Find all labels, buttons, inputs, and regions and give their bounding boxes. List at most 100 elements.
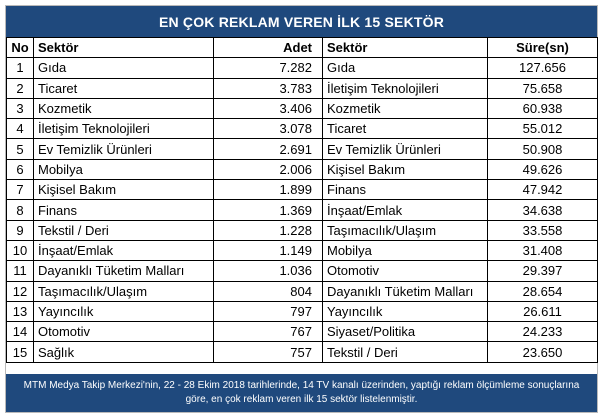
row-duration: 49.626 bbox=[487, 158, 598, 181]
table-row: 5 Ev Temizlik Ürünleri 2.691 Ev Temizlik Ür… bbox=[6, 138, 598, 160]
row-duration: 34.638 bbox=[487, 199, 598, 221]
table-row: 12 Taşımacılık/Ulaşım 804 Dayanıklı Tüketim… bbox=[6, 280, 598, 302]
row-sector-by-duration: Mobilya bbox=[322, 239, 488, 262]
row-count: 1.036 bbox=[213, 260, 323, 282]
row-number: 12 bbox=[6, 280, 34, 302]
row-count: 804 bbox=[213, 280, 323, 302]
row-number: 15 bbox=[6, 341, 34, 363]
column-header-duration: Süre(sn) bbox=[487, 36, 598, 59]
table-row: 9 Tekstil / Deri 1.228 Taşımacılık/Ulaşım 33… bbox=[6, 219, 598, 241]
row-count: 1.369 bbox=[213, 199, 323, 221]
table-row: 14 Otomotiv 767 Siyaset/Politika 24.233 bbox=[6, 321, 598, 343]
row-sector-by-count: Otomotiv bbox=[33, 321, 214, 343]
row-sector-by-count: Ticaret bbox=[33, 77, 214, 99]
table-row: 6 Mobilya 2.006 Kişisel Bakım 49.626 bbox=[6, 158, 598, 181]
row-number: 4 bbox=[6, 118, 34, 140]
row-duration: 75.658 bbox=[487, 77, 598, 99]
row-sector-by-count: Yayıncılık bbox=[33, 300, 214, 323]
row-count: 3.783 bbox=[213, 77, 323, 99]
table-row: 7 Kişisel Bakım 1.899 Finans 47.942 bbox=[6, 179, 598, 201]
table-row: 2 Ticaret 3.783 İletişim Teknolojileri 75.65… bbox=[6, 77, 598, 99]
row-duration: 60.938 bbox=[487, 97, 598, 120]
row-number: 8 bbox=[6, 199, 34, 221]
row-sector-by-duration: Kozmetik bbox=[322, 97, 488, 120]
row-sector-by-count: Dayanıklı Tüketim Malları bbox=[33, 260, 214, 282]
header-row: No Sektör Adet Sektör Süre(sn) bbox=[6, 36, 598, 59]
table-row: 4 İletişim Teknolojileri 3.078 Ticaret 55.01… bbox=[6, 118, 598, 140]
row-count: 2.691 bbox=[213, 138, 323, 160]
row-sector-by-count: İletişim Teknolojileri bbox=[33, 118, 214, 140]
row-sector-by-duration: Taşımacılık/Ulaşım bbox=[322, 219, 488, 241]
table-row: 11 Dayanıklı Tüketim Malları 1.036 Otomotiv… bbox=[6, 260, 598, 282]
table-row: 8 Finans 1.369 İnşaat/Emlak 34.638 bbox=[6, 199, 598, 221]
sector-table: No Sektör Adet Sektör Süre(sn) 1 Gıda 7.28… bbox=[6, 36, 598, 363]
table-row: 15 Sağlık 757 Tekstil / Deri 23.650 bbox=[6, 341, 598, 363]
row-number: 11 bbox=[6, 260, 34, 282]
row-number: 2 bbox=[6, 77, 34, 99]
row-sector-by-count: İnşaat/Emlak bbox=[33, 239, 214, 262]
row-sector-by-duration: İnşaat/Emlak bbox=[322, 199, 488, 221]
row-count: 1.228 bbox=[213, 219, 323, 241]
row-sector-by-count: Sağlık bbox=[33, 341, 214, 363]
column-header-no: No bbox=[6, 36, 34, 59]
row-duration: 33.558 bbox=[487, 219, 598, 241]
row-sector-by-count: Tekstil / Deri bbox=[33, 219, 214, 241]
row-count: 3.078 bbox=[213, 118, 323, 140]
row-duration: 26.611 bbox=[487, 300, 598, 323]
table-row: 13 Yayıncılık 797 Yayıncılık 26.611 bbox=[6, 300, 598, 323]
row-number: 5 bbox=[6, 138, 34, 160]
row-number: 10 bbox=[6, 239, 34, 262]
column-header-sector-duration: Sektör bbox=[322, 36, 488, 59]
row-count: 767 bbox=[213, 321, 323, 343]
source-note: MTM Medya Takip Merkezi'nin, 22 - 28 Eki… bbox=[6, 374, 597, 412]
row-count: 3.406 bbox=[213, 97, 323, 120]
table-row: 3 Kozmetik 3.406 Kozmetik 60.938 bbox=[6, 97, 598, 120]
row-sector-by-count: Kişisel Bakım bbox=[33, 179, 214, 201]
row-duration: 24.233 bbox=[487, 321, 598, 343]
row-duration: 55.012 bbox=[487, 118, 598, 140]
row-count: 1.899 bbox=[213, 179, 323, 201]
row-sector-by-duration: Yayıncılık bbox=[322, 300, 488, 323]
row-sector-by-duration: Siyaset/Politika bbox=[322, 321, 488, 343]
row-sector-by-count: Gıda bbox=[33, 57, 214, 79]
column-header-sector-count: Sektör bbox=[33, 36, 214, 59]
row-duration: 50.908 bbox=[487, 138, 598, 160]
row-duration: 23.650 bbox=[487, 341, 598, 363]
row-sector-by-duration: Dayanıklı Tüketim Malları bbox=[322, 280, 488, 302]
table-row: 10 İnşaat/Emlak 1.149 Mobilya 31.408 bbox=[6, 239, 598, 262]
row-number: 14 bbox=[6, 321, 34, 343]
row-count: 797 bbox=[213, 300, 323, 323]
row-duration: 28.654 bbox=[487, 280, 598, 302]
table-title: EN ÇOK REKLAM VEREN İLK 15 SEKTÖR bbox=[6, 6, 597, 37]
row-sector-by-duration: Finans bbox=[322, 179, 488, 201]
row-count: 7.282 bbox=[213, 57, 323, 79]
row-number: 1 bbox=[6, 57, 34, 79]
row-sector-by-duration: Ev Temizlik Ürünleri bbox=[322, 138, 488, 160]
row-sector-by-duration: İletişim Teknolojileri bbox=[322, 77, 488, 99]
row-number: 7 bbox=[6, 179, 34, 201]
row-sector-by-duration: Ticaret bbox=[322, 118, 488, 140]
row-sector-by-duration: Gıda bbox=[322, 57, 488, 79]
row-duration: 31.408 bbox=[487, 239, 598, 262]
row-sector-by-count: Mobilya bbox=[33, 158, 214, 181]
column-header-count: Adet bbox=[213, 36, 323, 59]
table-row: 1 Gıda 7.282 Gıda 127.656 bbox=[6, 57, 598, 79]
row-count: 2.006 bbox=[213, 158, 323, 181]
row-number: 9 bbox=[6, 219, 34, 241]
row-sector-by-count: Taşımacılık/Ulaşım bbox=[33, 280, 214, 302]
row-duration: 127.656 bbox=[487, 57, 598, 79]
row-sector-by-count: Finans bbox=[33, 199, 214, 221]
row-number: 13 bbox=[6, 300, 34, 323]
row-count: 1.149 bbox=[213, 239, 323, 262]
row-sector-by-count: Ev Temizlik Ürünleri bbox=[33, 138, 214, 160]
row-number: 6 bbox=[6, 158, 34, 181]
row-count: 757 bbox=[213, 341, 323, 363]
row-duration: 29.397 bbox=[487, 260, 598, 282]
row-number: 3 bbox=[6, 97, 34, 120]
row-sector-by-duration: Tekstil / Deri bbox=[322, 341, 488, 363]
sector-ranking-panel: EN ÇOK REKLAM VEREN İLK 15 SEKTÖR No Sek… bbox=[5, 5, 598, 413]
row-duration: 47.942 bbox=[487, 179, 598, 201]
row-sector-by-duration: Kişisel Bakım bbox=[322, 158, 488, 181]
row-sector-by-duration: Otomotiv bbox=[322, 260, 488, 282]
row-sector-by-count: Kozmetik bbox=[33, 97, 214, 120]
